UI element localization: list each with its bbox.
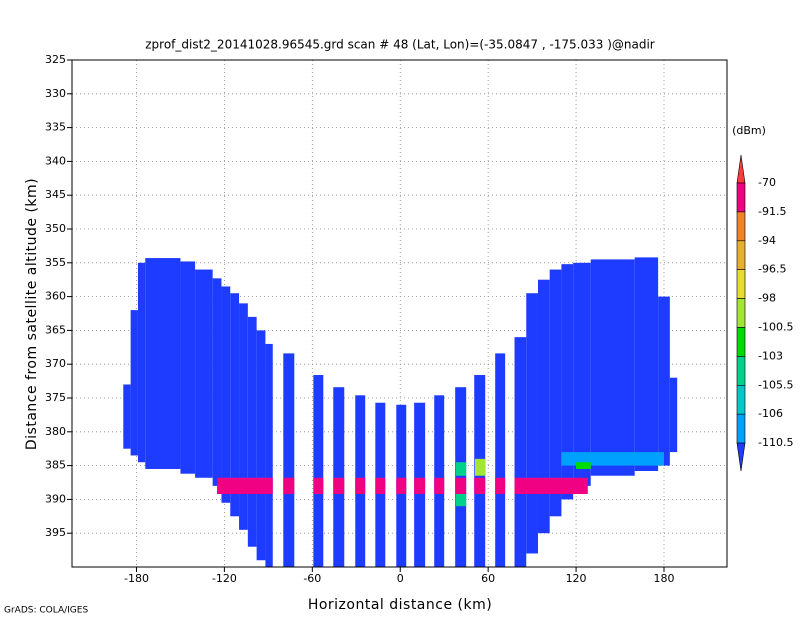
colorbar-segment (736, 298, 746, 328)
x-tick-label: -60 (303, 572, 321, 585)
colorbar-title: (dBm) (732, 124, 766, 137)
colorbar-segment (736, 240, 746, 271)
echo-patch (576, 462, 591, 469)
field-strip (256, 330, 266, 561)
colorbar-label: -100.5 (758, 321, 793, 334)
field (123, 257, 678, 567)
y-tick-label: 380 (45, 425, 66, 438)
echo-patch (474, 477, 486, 494)
echo-patch (514, 477, 588, 494)
colorbar-segment (736, 211, 746, 242)
colorbar-segment (736, 327, 746, 357)
field-strip (333, 387, 345, 567)
x-tick-label: 0 (397, 572, 404, 585)
field-strip (230, 293, 240, 517)
x-tick-label: 120 (566, 572, 587, 585)
field-strip (537, 279, 550, 534)
echo-patch (474, 458, 486, 476)
echo-patch (455, 493, 467, 507)
field-strip (658, 296, 670, 466)
colorbar-label: -103 (758, 349, 783, 362)
field-strip (239, 303, 248, 530)
echo-patch (355, 477, 366, 494)
field-strip (283, 353, 295, 567)
echo-patch (313, 477, 324, 494)
x-tick-label: -120 (212, 572, 237, 585)
colorbar-segment (736, 269, 746, 299)
field-strip (514, 337, 527, 567)
field-strip (669, 377, 678, 453)
echo-patch (333, 477, 345, 494)
field-strip (549, 269, 562, 517)
y-axis-label: Distance from satellite altitude (km) (24, 178, 40, 450)
footnote: GrADS: COLA/IGES (4, 606, 88, 616)
plot-frame (71, 59, 728, 568)
colorbar-cap (736, 442, 746, 472)
y-tick-label: 370 (45, 357, 66, 370)
field-strip (313, 375, 324, 567)
chart-title: zprof_dist2_20141028.96545.grd scan # 48… (145, 38, 655, 52)
echo-patch (495, 477, 506, 494)
field-strip (145, 258, 181, 469)
colorbar-segment (736, 182, 746, 213)
echo-patch (414, 477, 426, 494)
echo-patch (283, 477, 295, 494)
y-tick-label: 325 (45, 53, 66, 66)
echo-patch (396, 477, 407, 494)
colorbar-label: -91.5 (758, 205, 786, 218)
y-tick-label: 375 (45, 391, 66, 404)
field-strip (130, 310, 138, 456)
colorbar-label: -110.5 (758, 436, 793, 449)
field-strip (123, 384, 131, 449)
colorbar-cap (736, 154, 746, 184)
x-tick-label: -180 (124, 572, 149, 585)
x-tick-label: 60 (481, 572, 495, 585)
y-tick-label: 340 (45, 154, 66, 167)
field-strip (195, 269, 213, 478)
colorbar-label: -98 (758, 292, 776, 305)
echo-patch (434, 477, 445, 494)
field-strip (573, 262, 591, 486)
colorbar-label: -106 (758, 407, 783, 420)
echo-patch (217, 477, 273, 494)
y-tick-label: 345 (45, 188, 66, 201)
colorbar-label: -105.5 (758, 378, 793, 391)
field-strip (247, 316, 257, 547)
field-strip (526, 293, 538, 554)
echo-patch (455, 477, 467, 494)
field-strip (221, 286, 231, 503)
echo-patch (561, 452, 664, 466)
colorbar-segment (736, 413, 746, 444)
field-strip (455, 387, 467, 567)
y-tick-label: 355 (45, 256, 66, 269)
y-tick-label: 330 (45, 87, 66, 100)
field-strip (495, 353, 506, 567)
x-axis-label: Horizontal distance (km) (308, 597, 492, 613)
field-strip (634, 257, 659, 472)
y-tick-label: 395 (45, 526, 66, 539)
field-strip (561, 264, 574, 500)
y-tick-label: 350 (45, 222, 66, 235)
x-tick-label: 180 (653, 572, 674, 585)
colorbar-segment (736, 384, 746, 415)
y-tick-label: 390 (45, 492, 66, 505)
y-tick-label: 335 (45, 121, 66, 134)
echo-patch (375, 477, 386, 494)
y-tick-label: 365 (45, 323, 66, 336)
field-strip (180, 261, 196, 474)
colorbar-label: -70 (758, 176, 776, 189)
field-strip (137, 262, 146, 463)
field-strip (590, 259, 635, 476)
field-strip (212, 278, 222, 486)
colorbar-label: -96.5 (758, 263, 786, 276)
y-tick-label: 360 (45, 290, 66, 303)
colorbar-label: -94 (758, 234, 776, 247)
echo-patch (455, 462, 467, 476)
field-strip (265, 343, 273, 567)
y-tick-label: 385 (45, 459, 66, 472)
colorbar-segment (736, 356, 746, 386)
